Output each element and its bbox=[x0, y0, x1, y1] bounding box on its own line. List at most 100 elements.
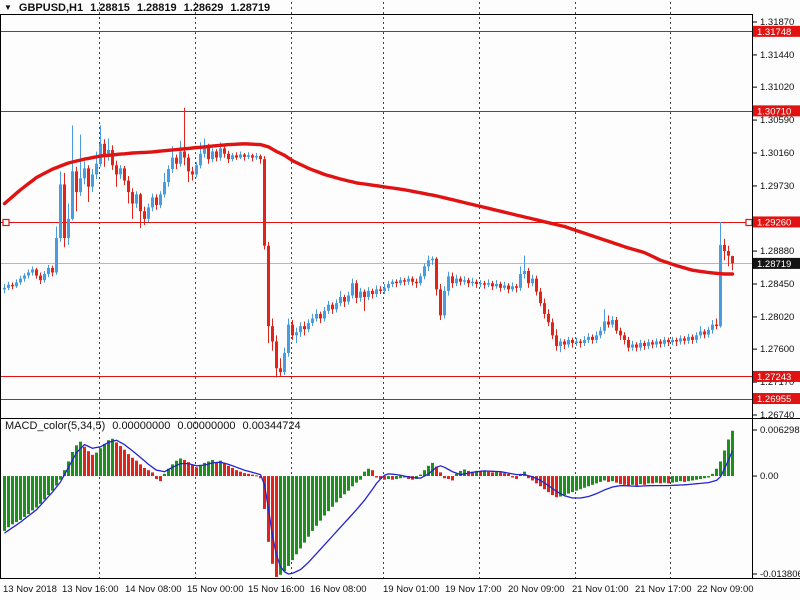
price-badge-label: 1.29260 bbox=[757, 217, 791, 228]
candle-body bbox=[335, 303, 338, 310]
macd-bar bbox=[427, 465, 430, 477]
candle-body bbox=[411, 278, 414, 282]
candle-body bbox=[463, 280, 466, 282]
macd-bar bbox=[171, 464, 174, 477]
candle-body bbox=[143, 211, 146, 219]
candle-body bbox=[347, 295, 350, 302]
macd-bar bbox=[655, 476, 658, 483]
macd-bar bbox=[671, 476, 674, 483]
macd-bar bbox=[455, 473, 458, 477]
candle-body bbox=[367, 290, 370, 298]
macd-bar bbox=[351, 476, 354, 487]
macd-bar bbox=[135, 460, 138, 477]
candle-body bbox=[279, 368, 282, 373]
candle-body bbox=[251, 155, 254, 158]
macd-bar bbox=[575, 476, 578, 491]
macd-bar bbox=[595, 476, 598, 484]
candle-body bbox=[215, 151, 218, 158]
x-axis-label: 15 Nov 16:00 bbox=[248, 584, 305, 595]
candle-body bbox=[211, 151, 214, 160]
macd-bar bbox=[231, 468, 234, 477]
macd-bar bbox=[3, 476, 6, 531]
candle-body bbox=[531, 278, 534, 284]
price-badge bbox=[753, 370, 800, 382]
macd-bar bbox=[591, 476, 594, 485]
candle-body bbox=[671, 339, 674, 343]
candle-body bbox=[503, 285, 506, 288]
macd-bar bbox=[179, 458, 182, 477]
candle-body bbox=[303, 326, 306, 330]
macd-bar bbox=[299, 476, 302, 549]
candle-body bbox=[127, 180, 130, 193]
macd-bar bbox=[611, 476, 614, 482]
candle-body bbox=[123, 168, 126, 181]
macd-bar bbox=[259, 476, 262, 479]
candle-body bbox=[395, 281, 398, 284]
macd-bar bbox=[59, 476, 62, 480]
candle-body bbox=[567, 339, 570, 345]
candle-body bbox=[535, 278, 538, 292]
candle-body bbox=[579, 341, 582, 343]
candle-body bbox=[31, 269, 34, 273]
candle-body bbox=[167, 169, 170, 183]
macd-bar bbox=[139, 464, 142, 477]
x-axis-label: 20 Nov 09:00 bbox=[508, 584, 565, 595]
macd-bar bbox=[155, 476, 158, 479]
candle-body bbox=[195, 165, 198, 175]
macd-bar bbox=[663, 476, 666, 483]
x-axis-label: 21 Nov 17:00 bbox=[635, 584, 692, 595]
macd-bar bbox=[159, 476, 162, 482]
candle-body bbox=[71, 171, 74, 219]
candle-body bbox=[35, 269, 38, 276]
price-tick-label: 1.29730 bbox=[760, 181, 794, 192]
macd-bar bbox=[659, 476, 662, 484]
candle-body bbox=[455, 278, 458, 284]
candle-body bbox=[391, 281, 394, 284]
macd-bar bbox=[23, 476, 26, 517]
macd-bar bbox=[691, 476, 694, 481]
macd-bar bbox=[103, 443, 106, 477]
macd-bar bbox=[535, 476, 538, 484]
candle-body bbox=[19, 278, 22, 283]
macd-bar bbox=[619, 476, 622, 485]
macd-bar bbox=[219, 460, 222, 477]
macd-bar bbox=[51, 476, 54, 491]
macd-bar bbox=[651, 476, 654, 484]
macd-bar bbox=[279, 476, 282, 575]
price-tick-label: 1.28450 bbox=[760, 279, 794, 290]
macd-bar bbox=[239, 471, 242, 477]
symbol-period-label: GBPUSD,H1 bbox=[18, 1, 84, 14]
candle-body bbox=[379, 289, 382, 291]
level-selection-marker[interactable] bbox=[745, 218, 753, 227]
macd-bar bbox=[695, 476, 698, 480]
candle-body bbox=[147, 207, 150, 219]
candle-body bbox=[655, 341, 658, 345]
macd-bar bbox=[579, 476, 582, 490]
candle-body bbox=[219, 148, 222, 158]
price-level-lines[interactable] bbox=[0, 31, 753, 400]
candle-body bbox=[299, 326, 302, 333]
candle-body bbox=[623, 335, 626, 340]
macd-bar bbox=[647, 476, 650, 484]
candle-body bbox=[75, 171, 78, 193]
candle-body bbox=[699, 331, 702, 336]
macd-bar bbox=[635, 476, 638, 486]
candle-body bbox=[435, 258, 438, 290]
macd-bar bbox=[683, 476, 686, 482]
price-badge-label: 1.31748 bbox=[757, 27, 791, 38]
macd-bar bbox=[271, 476, 274, 564]
macd-bar bbox=[207, 461, 210, 477]
candle-body bbox=[295, 332, 298, 336]
candle-body bbox=[415, 281, 418, 284]
level-selection-marker[interactable] bbox=[2, 218, 10, 227]
candle-body bbox=[235, 155, 238, 158]
candle-body bbox=[387, 284, 390, 288]
chart-dropdown-icon[interactable]: ▼ bbox=[4, 3, 12, 12]
high-value: 1.28819 bbox=[136, 1, 177, 14]
macd-bar bbox=[495, 471, 498, 477]
macd-bar bbox=[711, 473, 714, 477]
candle-body bbox=[683, 338, 686, 341]
candle-body bbox=[23, 275, 26, 279]
